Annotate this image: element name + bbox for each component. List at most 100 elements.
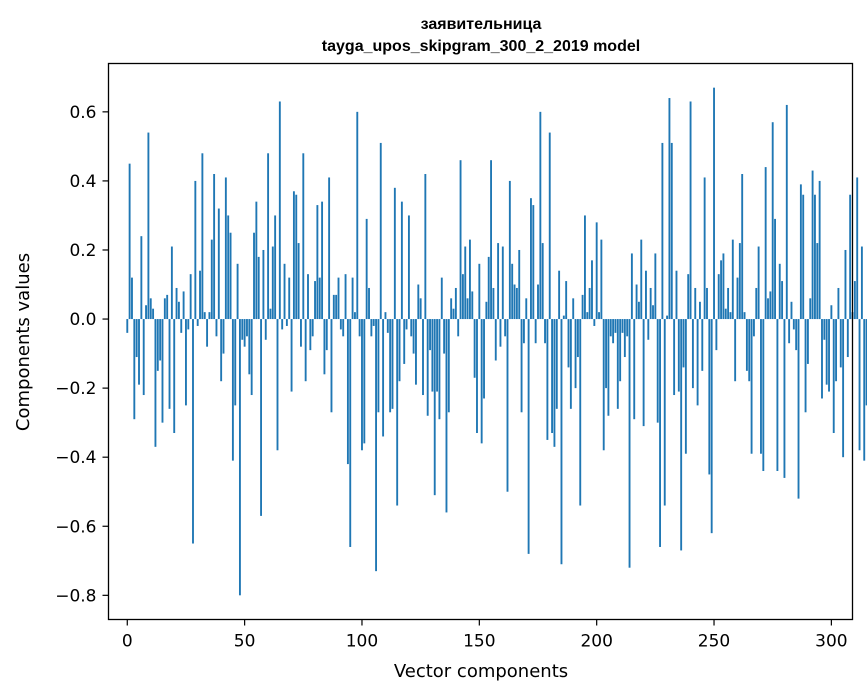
bar-107 — [377, 319, 380, 413]
bar-62 — [271, 246, 274, 320]
y-tick-label: 0.2 — [69, 241, 96, 261]
bar-70 — [290, 319, 293, 392]
bar-291 — [809, 298, 812, 320]
bar-193 — [579, 319, 582, 506]
bar-202 — [600, 239, 603, 320]
bar-197 — [588, 287, 591, 320]
bar-25 — [185, 319, 187, 406]
bar-98 — [356, 111, 359, 320]
bar-176 — [539, 111, 542, 320]
bar-265 — [748, 319, 751, 382]
y-tick-label: −0.6 — [55, 517, 96, 537]
bar-253 — [720, 260, 723, 320]
bar-274 — [769, 291, 772, 320]
bar-136 — [445, 319, 448, 513]
bar-1 — [128, 163, 131, 320]
bar-200 — [595, 222, 598, 320]
bar-287 — [799, 184, 802, 320]
bar-311 — [856, 177, 859, 320]
bar-270 — [760, 319, 762, 454]
bar-227 — [659, 319, 661, 547]
bar-67 — [283, 263, 286, 320]
bar-182 — [553, 319, 556, 447]
bar-177 — [541, 243, 544, 320]
plot-frame — [107, 62, 854, 621]
bar-147 — [471, 291, 474, 320]
bar-156 — [492, 287, 495, 320]
bar-72 — [295, 194, 298, 320]
bar-300 — [830, 305, 833, 320]
bar-101 — [363, 319, 366, 444]
bar-310 — [853, 281, 856, 320]
bar-269 — [757, 246, 760, 320]
bar-153 — [485, 301, 488, 320]
bar-307 — [846, 319, 849, 358]
bar-20 — [173, 319, 176, 434]
bar-39 — [217, 208, 220, 320]
bar-96 — [351, 277, 354, 320]
bar-92 — [342, 319, 345, 337]
bar-194 — [581, 294, 584, 320]
bar-68 — [285, 319, 288, 326]
bar-146 — [469, 239, 471, 320]
bar-46 — [234, 319, 237, 406]
bar-123 — [415, 319, 417, 385]
bar-132 — [436, 319, 439, 392]
x-tick-label: 100 — [346, 632, 378, 652]
bar-225 — [654, 253, 657, 320]
bar-244 — [699, 301, 701, 320]
bar-224 — [652, 305, 654, 320]
bar-301 — [832, 319, 835, 434]
bar-43 — [227, 215, 230, 320]
bar-168 — [520, 319, 523, 413]
bar-87 — [330, 319, 333, 413]
bar-264 — [745, 319, 748, 371]
bar-19 — [170, 246, 173, 320]
bar-36 — [210, 239, 213, 320]
bar-110 — [384, 312, 387, 320]
bar-261 — [738, 243, 741, 320]
bar-229 — [663, 319, 666, 506]
bar-181 — [551, 319, 554, 434]
bar-282 — [788, 319, 791, 344]
bar-51 — [246, 319, 248, 337]
bar-88 — [332, 294, 335, 320]
bar-185 — [560, 319, 563, 565]
bar-246 — [703, 177, 706, 320]
bar-49 — [241, 319, 244, 340]
bar-283 — [790, 301, 793, 320]
bar-140 — [454, 287, 457, 320]
bar-56 — [257, 256, 260, 320]
bar-239 — [687, 274, 690, 320]
bar-148 — [473, 319, 476, 378]
bar-315 — [865, 319, 867, 406]
bar-213 — [626, 319, 629, 337]
bar-249 — [710, 319, 713, 534]
bar-170 — [525, 298, 528, 320]
bar-118 — [403, 319, 406, 364]
bar-89 — [335, 294, 338, 320]
bar-48 — [238, 319, 241, 596]
bar-243 — [696, 319, 699, 406]
bar-14 — [159, 319, 162, 361]
bar-33 — [203, 312, 206, 320]
bar-95 — [349, 319, 352, 547]
bar-131 — [433, 319, 436, 496]
bar-259 — [734, 319, 737, 382]
bar-23 — [180, 319, 183, 333]
bar-150 — [478, 263, 481, 320]
x-tick-label: 300 — [815, 632, 847, 652]
bar-285 — [795, 319, 798, 351]
bar-290 — [806, 319, 809, 364]
bar-94 — [346, 319, 349, 465]
bar-220 — [642, 319, 645, 427]
bar-199 — [593, 319, 596, 326]
bar-78 — [309, 319, 312, 351]
bar-189 — [569, 319, 572, 409]
bar-308 — [849, 194, 852, 320]
bar-5 — [138, 319, 140, 385]
bar-134 — [440, 277, 443, 320]
bar-10 — [149, 298, 152, 320]
bar-260 — [736, 277, 739, 320]
